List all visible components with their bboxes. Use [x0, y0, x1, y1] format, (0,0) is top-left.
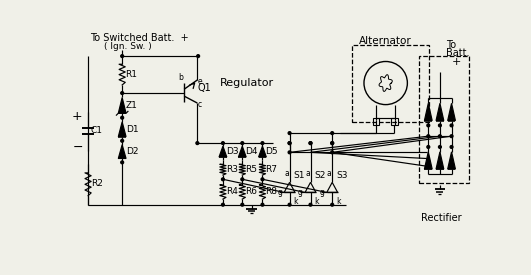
- Circle shape: [121, 55, 124, 57]
- Bar: [419, 56, 469, 183]
- Polygon shape: [436, 152, 444, 169]
- Bar: [373, 119, 380, 125]
- Text: Regulator: Regulator: [220, 78, 274, 88]
- Text: R1: R1: [125, 70, 138, 79]
- Text: +: +: [451, 57, 461, 67]
- Text: D1: D1: [126, 125, 139, 134]
- Circle shape: [331, 151, 333, 154]
- Circle shape: [309, 142, 312, 144]
- Circle shape: [288, 142, 291, 144]
- Text: R2: R2: [91, 179, 103, 188]
- Circle shape: [331, 203, 333, 206]
- Circle shape: [309, 203, 312, 206]
- Text: S2: S2: [314, 171, 326, 180]
- Circle shape: [427, 135, 430, 138]
- Text: To Switched Batt.  +: To Switched Batt. +: [90, 33, 189, 43]
- Text: S3: S3: [336, 171, 348, 180]
- Text: k: k: [294, 197, 298, 206]
- Circle shape: [288, 132, 291, 134]
- Polygon shape: [424, 152, 432, 169]
- Circle shape: [450, 124, 453, 127]
- Polygon shape: [238, 146, 246, 157]
- Text: g: g: [277, 188, 282, 197]
- Bar: [352, 45, 429, 122]
- Circle shape: [121, 116, 124, 119]
- Text: k: k: [336, 197, 340, 206]
- Circle shape: [221, 142, 224, 144]
- Text: Z1: Z1: [126, 101, 138, 110]
- Polygon shape: [118, 98, 126, 113]
- Text: D3: D3: [226, 147, 238, 156]
- Circle shape: [288, 151, 291, 154]
- Text: g: g: [320, 188, 324, 197]
- Circle shape: [427, 124, 430, 127]
- Text: c: c: [198, 100, 202, 109]
- Bar: [391, 119, 398, 125]
- Text: R8: R8: [266, 187, 278, 196]
- Circle shape: [221, 203, 224, 206]
- Circle shape: [196, 142, 199, 144]
- Text: g: g: [298, 188, 303, 197]
- Circle shape: [309, 142, 312, 144]
- Circle shape: [261, 203, 264, 206]
- Text: b: b: [178, 73, 183, 82]
- Text: R4: R4: [226, 187, 238, 196]
- Text: a: a: [305, 169, 310, 178]
- Text: e: e: [198, 77, 203, 86]
- Circle shape: [427, 145, 430, 148]
- Circle shape: [221, 178, 224, 181]
- Circle shape: [121, 139, 124, 142]
- Text: +: +: [71, 110, 82, 123]
- Text: D2: D2: [126, 147, 139, 156]
- Text: k: k: [314, 197, 319, 206]
- Circle shape: [439, 135, 441, 138]
- Polygon shape: [259, 146, 267, 157]
- Circle shape: [331, 142, 333, 144]
- Text: a: a: [284, 169, 289, 178]
- Text: D5: D5: [266, 147, 278, 156]
- Polygon shape: [424, 103, 432, 120]
- Polygon shape: [436, 103, 444, 120]
- Text: R7: R7: [266, 165, 278, 174]
- Circle shape: [288, 142, 291, 144]
- Text: C1: C1: [90, 126, 102, 135]
- Circle shape: [331, 132, 333, 134]
- Circle shape: [261, 142, 264, 144]
- Polygon shape: [448, 152, 456, 169]
- Text: ( Ign. Sw. ): ( Ign. Sw. ): [104, 42, 151, 51]
- Text: To: To: [446, 40, 456, 49]
- Text: D4: D4: [245, 147, 258, 156]
- Circle shape: [439, 145, 441, 148]
- Text: Rectifier: Rectifier: [421, 213, 462, 223]
- Circle shape: [261, 178, 264, 181]
- Circle shape: [196, 55, 200, 57]
- Text: R6: R6: [245, 187, 258, 196]
- Circle shape: [241, 178, 244, 181]
- Polygon shape: [219, 146, 227, 157]
- Circle shape: [331, 142, 333, 144]
- Text: Batt.: Batt.: [446, 48, 469, 58]
- Circle shape: [121, 161, 124, 164]
- Polygon shape: [118, 122, 126, 137]
- Text: Alternator: Alternator: [359, 36, 412, 46]
- Polygon shape: [448, 103, 456, 120]
- Circle shape: [121, 92, 124, 94]
- Text: a: a: [327, 169, 331, 178]
- Circle shape: [241, 142, 244, 144]
- Text: R3: R3: [226, 165, 238, 174]
- Text: Q1: Q1: [198, 83, 211, 94]
- Circle shape: [439, 124, 441, 127]
- Polygon shape: [118, 145, 126, 158]
- Text: S1: S1: [294, 171, 305, 180]
- Circle shape: [288, 203, 291, 206]
- Circle shape: [450, 135, 453, 138]
- Circle shape: [450, 145, 453, 148]
- Text: −: −: [73, 141, 83, 153]
- Circle shape: [241, 203, 244, 206]
- Text: R5: R5: [245, 165, 258, 174]
